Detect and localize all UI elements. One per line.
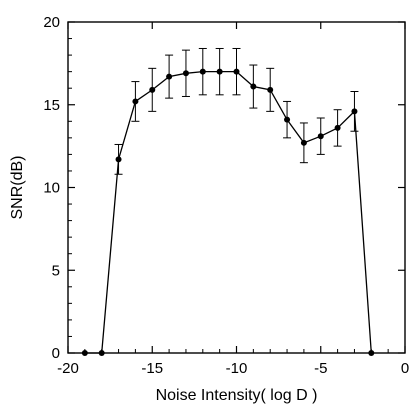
data-point: [182, 70, 189, 77]
y-tick-label: 15: [43, 97, 60, 114]
data-point: [300, 139, 307, 146]
series-line: [84, 71, 372, 354]
y-tick-label: 0: [52, 345, 60, 362]
data-point: [132, 98, 139, 105]
data-point: [267, 86, 274, 93]
y-tick-label: 20: [43, 14, 60, 31]
y-axis-label: SNR(dB): [9, 155, 26, 219]
data-point: [149, 86, 156, 93]
data-point: [216, 68, 223, 75]
data-point: [166, 73, 173, 80]
data-point: [233, 68, 240, 75]
x-tick-label: -5: [314, 360, 327, 377]
data-point: [351, 108, 358, 115]
x-tick-label: -10: [226, 360, 248, 377]
data-point: [334, 124, 341, 131]
x-tick-label: 0: [401, 360, 409, 377]
data-point: [115, 156, 122, 163]
data-point: [199, 68, 206, 75]
y-axis-ticks: 0 5 10 15 20: [43, 14, 405, 362]
y-tick-label: 10: [43, 180, 60, 197]
data-point: [250, 83, 257, 90]
x-axis-label: Noise Intensity( log D ): [156, 387, 318, 404]
x-tick-label: -15: [141, 360, 163, 377]
x-axis-ticks: -20 -15 -10 -5 0: [57, 22, 409, 377]
data-point: [284, 116, 291, 123]
x-tick-label: -20: [57, 360, 79, 377]
data-point: [317, 133, 324, 140]
plot-layer: [81, 47, 375, 356]
y-tick-label: 5: [52, 262, 60, 279]
